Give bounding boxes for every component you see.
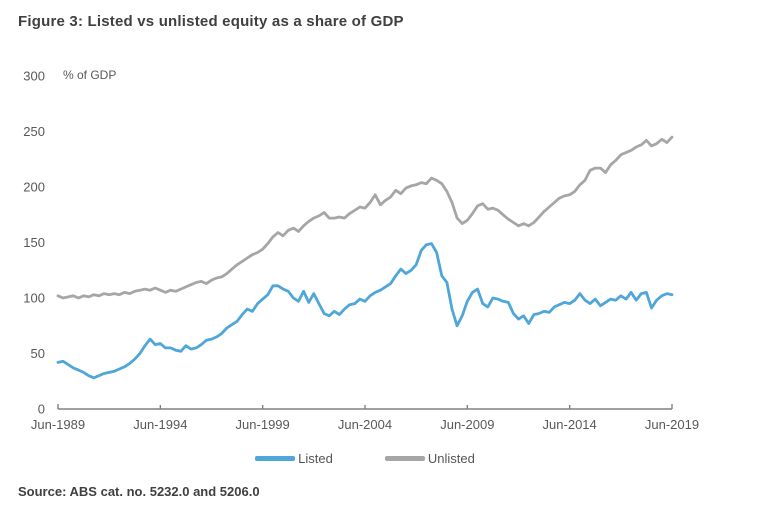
y-axis-tick-label: 50: [31, 346, 45, 361]
x-axis-tick-label: Jun-1999: [236, 417, 290, 432]
y-axis-unit-label: % of GDP: [63, 68, 116, 82]
figure-title: Figure 3: Listed vs unlisted equity as a…: [18, 13, 404, 30]
x-axis-tick-label: Jun-2014: [543, 417, 597, 432]
legend-label-unlisted: Unlisted: [427, 450, 475, 466]
y-axis-tick-label: 200: [23, 180, 45, 195]
y-axis-tick-label: 300: [23, 69, 45, 84]
y-axis-tick-label: 250: [23, 124, 45, 139]
x-axis-tick-label: Jun-2004: [338, 417, 392, 432]
unlisted-line-swatch: [384, 455, 425, 461]
unlisted-series-line: [56, 135, 674, 300]
y-axis-tick-label: 0: [38, 402, 45, 417]
x-axis-tick-label: Jun-1989: [31, 417, 85, 432]
y-axis-tick-label: 100: [23, 291, 45, 306]
legend-item-unlisted: Unlisted: [384, 450, 475, 466]
x-axis-tick-label: Jun-2009: [440, 417, 494, 432]
source-note: Source: ABS cat. no. 5232.0 and 5206.0: [18, 484, 260, 499]
legend-label-listed: Listed: [298, 450, 333, 466]
legend-item-listed: Listed: [255, 451, 333, 466]
listed-line-swatch: [255, 455, 296, 461]
x-axis-tick-label: Jun-1994: [133, 417, 187, 432]
line-chart: 0 50 100 150 200 250 300 % of GDP Jun-1989 Jun-19…: [23, 68, 699, 432]
chart-legend: Listed Unlisted: [58, 447, 672, 469]
listed-series-line: [56, 242, 674, 380]
x-axis-tick-label: Jun-2019: [645, 417, 699, 432]
y-axis-tick-label: 150: [23, 235, 45, 250]
